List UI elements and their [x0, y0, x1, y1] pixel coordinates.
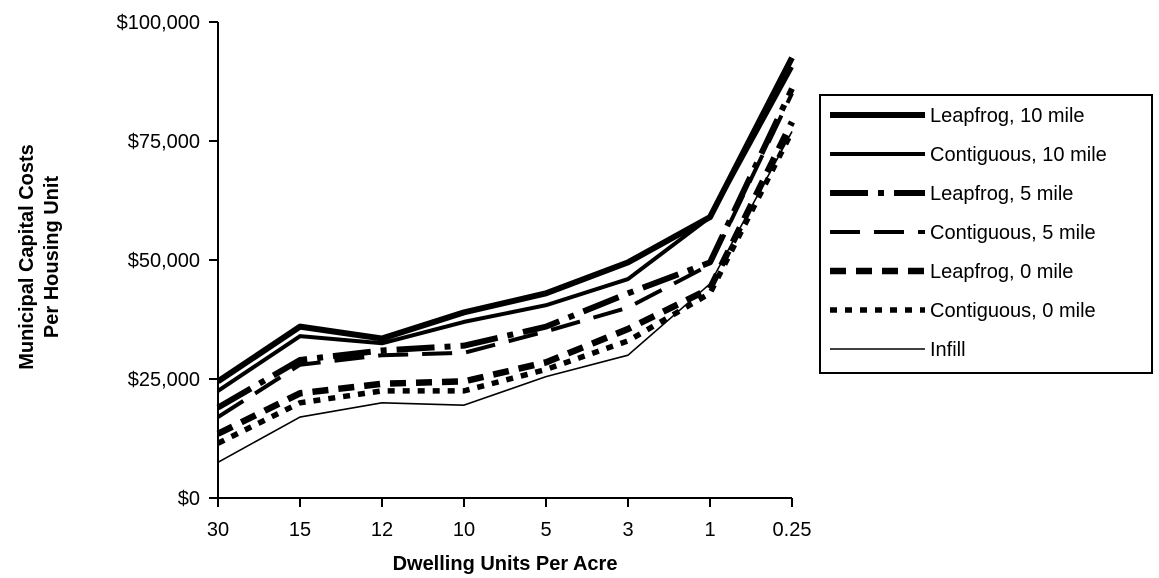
legend-label-contiguous-5-mile: Contiguous, 5 mile [930, 222, 1096, 244]
legend-label-leapfrog-10-mile: Leapfrog, 10 mile [930, 105, 1085, 127]
y-tick-label: $75,000 [128, 131, 200, 153]
legend-label-leapfrog-0-mile: Leapfrog, 0 mile [930, 261, 1073, 283]
legend-label-contiguous-0-mile: Contiguous, 0 mile [930, 300, 1096, 322]
legend: Leapfrog, 10 mile Contiguous, 10 mile Leap… [819, 94, 1153, 374]
x-tick-label: 0.25 [773, 519, 812, 541]
plot-area: $0 $25,000 $50,000 $75,000 $100,000 30 15 12 10 5… [117, 12, 812, 541]
x-tick-label: 10 [453, 519, 475, 541]
x-tick-label: 12 [371, 519, 393, 541]
series-line-contiguous-10-mile [216, 66, 794, 393]
series-line-leapfrog-0-mile [216, 120, 795, 437]
y-tick-label: $0 [178, 488, 200, 510]
legend-label-leapfrog-5-mile: Leapfrog, 5 mile [930, 183, 1073, 205]
series-line-infill [217, 131, 793, 464]
x-tick-label: 3 [622, 519, 633, 541]
series-line-contiguous-5-mile [216, 92, 794, 419]
x-axis-title: Dwelling Units Per Acre [393, 553, 618, 575]
legend-label-infill: Infill [930, 339, 966, 361]
y-axis-title: Municipal Capital Costs Per Housing Unit [16, 144, 63, 370]
series-line-leapfrog-10-mile [216, 56, 795, 384]
y-tick-label: $100,000 [117, 12, 200, 34]
y-tick-label: $25,000 [128, 369, 200, 391]
series-line-contiguous-0-mile [216, 130, 795, 446]
x-tick-label: 15 [289, 519, 311, 541]
y-axis-title-line-1: Municipal Capital Costs [16, 144, 38, 370]
x-tick-label: 1 [704, 519, 715, 541]
x-tick-label: 5 [540, 519, 551, 541]
series-line-leapfrog-5-mile [216, 87, 795, 411]
y-axis-title-line-2: Per Housing Unit [41, 176, 63, 339]
y-tick-label: $50,000 [128, 250, 200, 272]
x-tick-label: 30 [207, 519, 229, 541]
legend-label-contiguous-10-mile: Contiguous, 10 mile [930, 144, 1107, 166]
